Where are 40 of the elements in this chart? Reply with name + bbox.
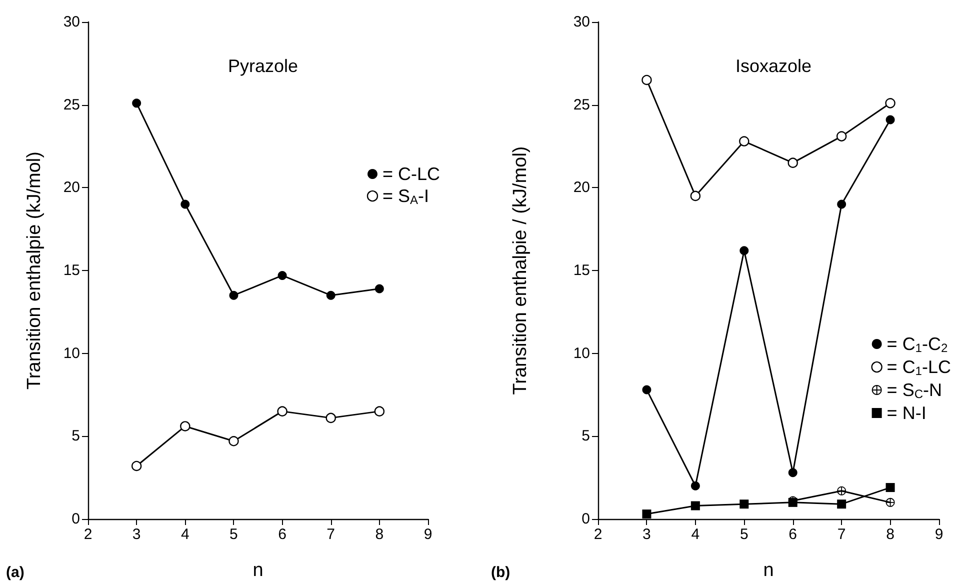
text: (b) — [491, 564, 510, 581]
text: Isoxazole — [735, 56, 812, 76]
x-axis-title: n — [252, 560, 264, 581]
legend-label: = C-LC — [382, 164, 440, 184]
y-tick-label: 20 — [573, 179, 590, 196]
x-tick-label: 2 — [594, 526, 602, 543]
x-tick-label: 6 — [788, 526, 798, 543]
y-tick-label: 5 — [72, 428, 80, 445]
x-tick-label: 7 — [326, 526, 336, 543]
y-tick-label: 20 — [63, 179, 80, 196]
y-axis-title: Transition enthalpie / (kJ/mol) — [510, 146, 531, 395]
x-tick-label: 4 — [180, 526, 190, 543]
x-tick-label: 9 — [424, 526, 432, 543]
x-tick-label: 2 — [84, 526, 92, 543]
y-tick-label: 25 — [573, 96, 590, 114]
y-tick-label: 25 — [63, 96, 80, 114]
x-tick-label: 8 — [886, 526, 894, 543]
x-tick-label: 5 — [230, 526, 238, 543]
legend-label: = N-I — [886, 403, 926, 423]
x-tick-label: 4 — [691, 526, 700, 543]
y-tick-label: 10 — [63, 344, 80, 362]
x-tick-label: 9 — [934, 526, 944, 543]
y-tick-label: 5 — [582, 428, 590, 445]
x-tick-label: 7 — [837, 526, 846, 543]
x-tick-label: 5 — [740, 526, 748, 543]
text: (a) — [6, 564, 24, 581]
text: Pyrazole — [228, 56, 298, 76]
y-tick-label: 15 — [573, 262, 590, 279]
x-tick-label: 3 — [132, 526, 141, 543]
y-tick-label: 15 — [63, 262, 80, 279]
x-tick-label: 6 — [278, 526, 286, 543]
y-axis-title: Transition enthalpie (kJ/mol) — [24, 152, 45, 390]
y-tick-label: 0 — [582, 510, 590, 528]
x-tick-label: 8 — [375, 526, 384, 543]
y-tick-label: 0 — [72, 510, 80, 528]
y-tick-label: 30 — [573, 14, 590, 30]
x-axis-title: n — [763, 560, 774, 581]
y-tick-label: 10 — [573, 344, 590, 362]
x-tick-label: 3 — [642, 526, 651, 543]
y-tick-label: 30 — [63, 14, 80, 30]
